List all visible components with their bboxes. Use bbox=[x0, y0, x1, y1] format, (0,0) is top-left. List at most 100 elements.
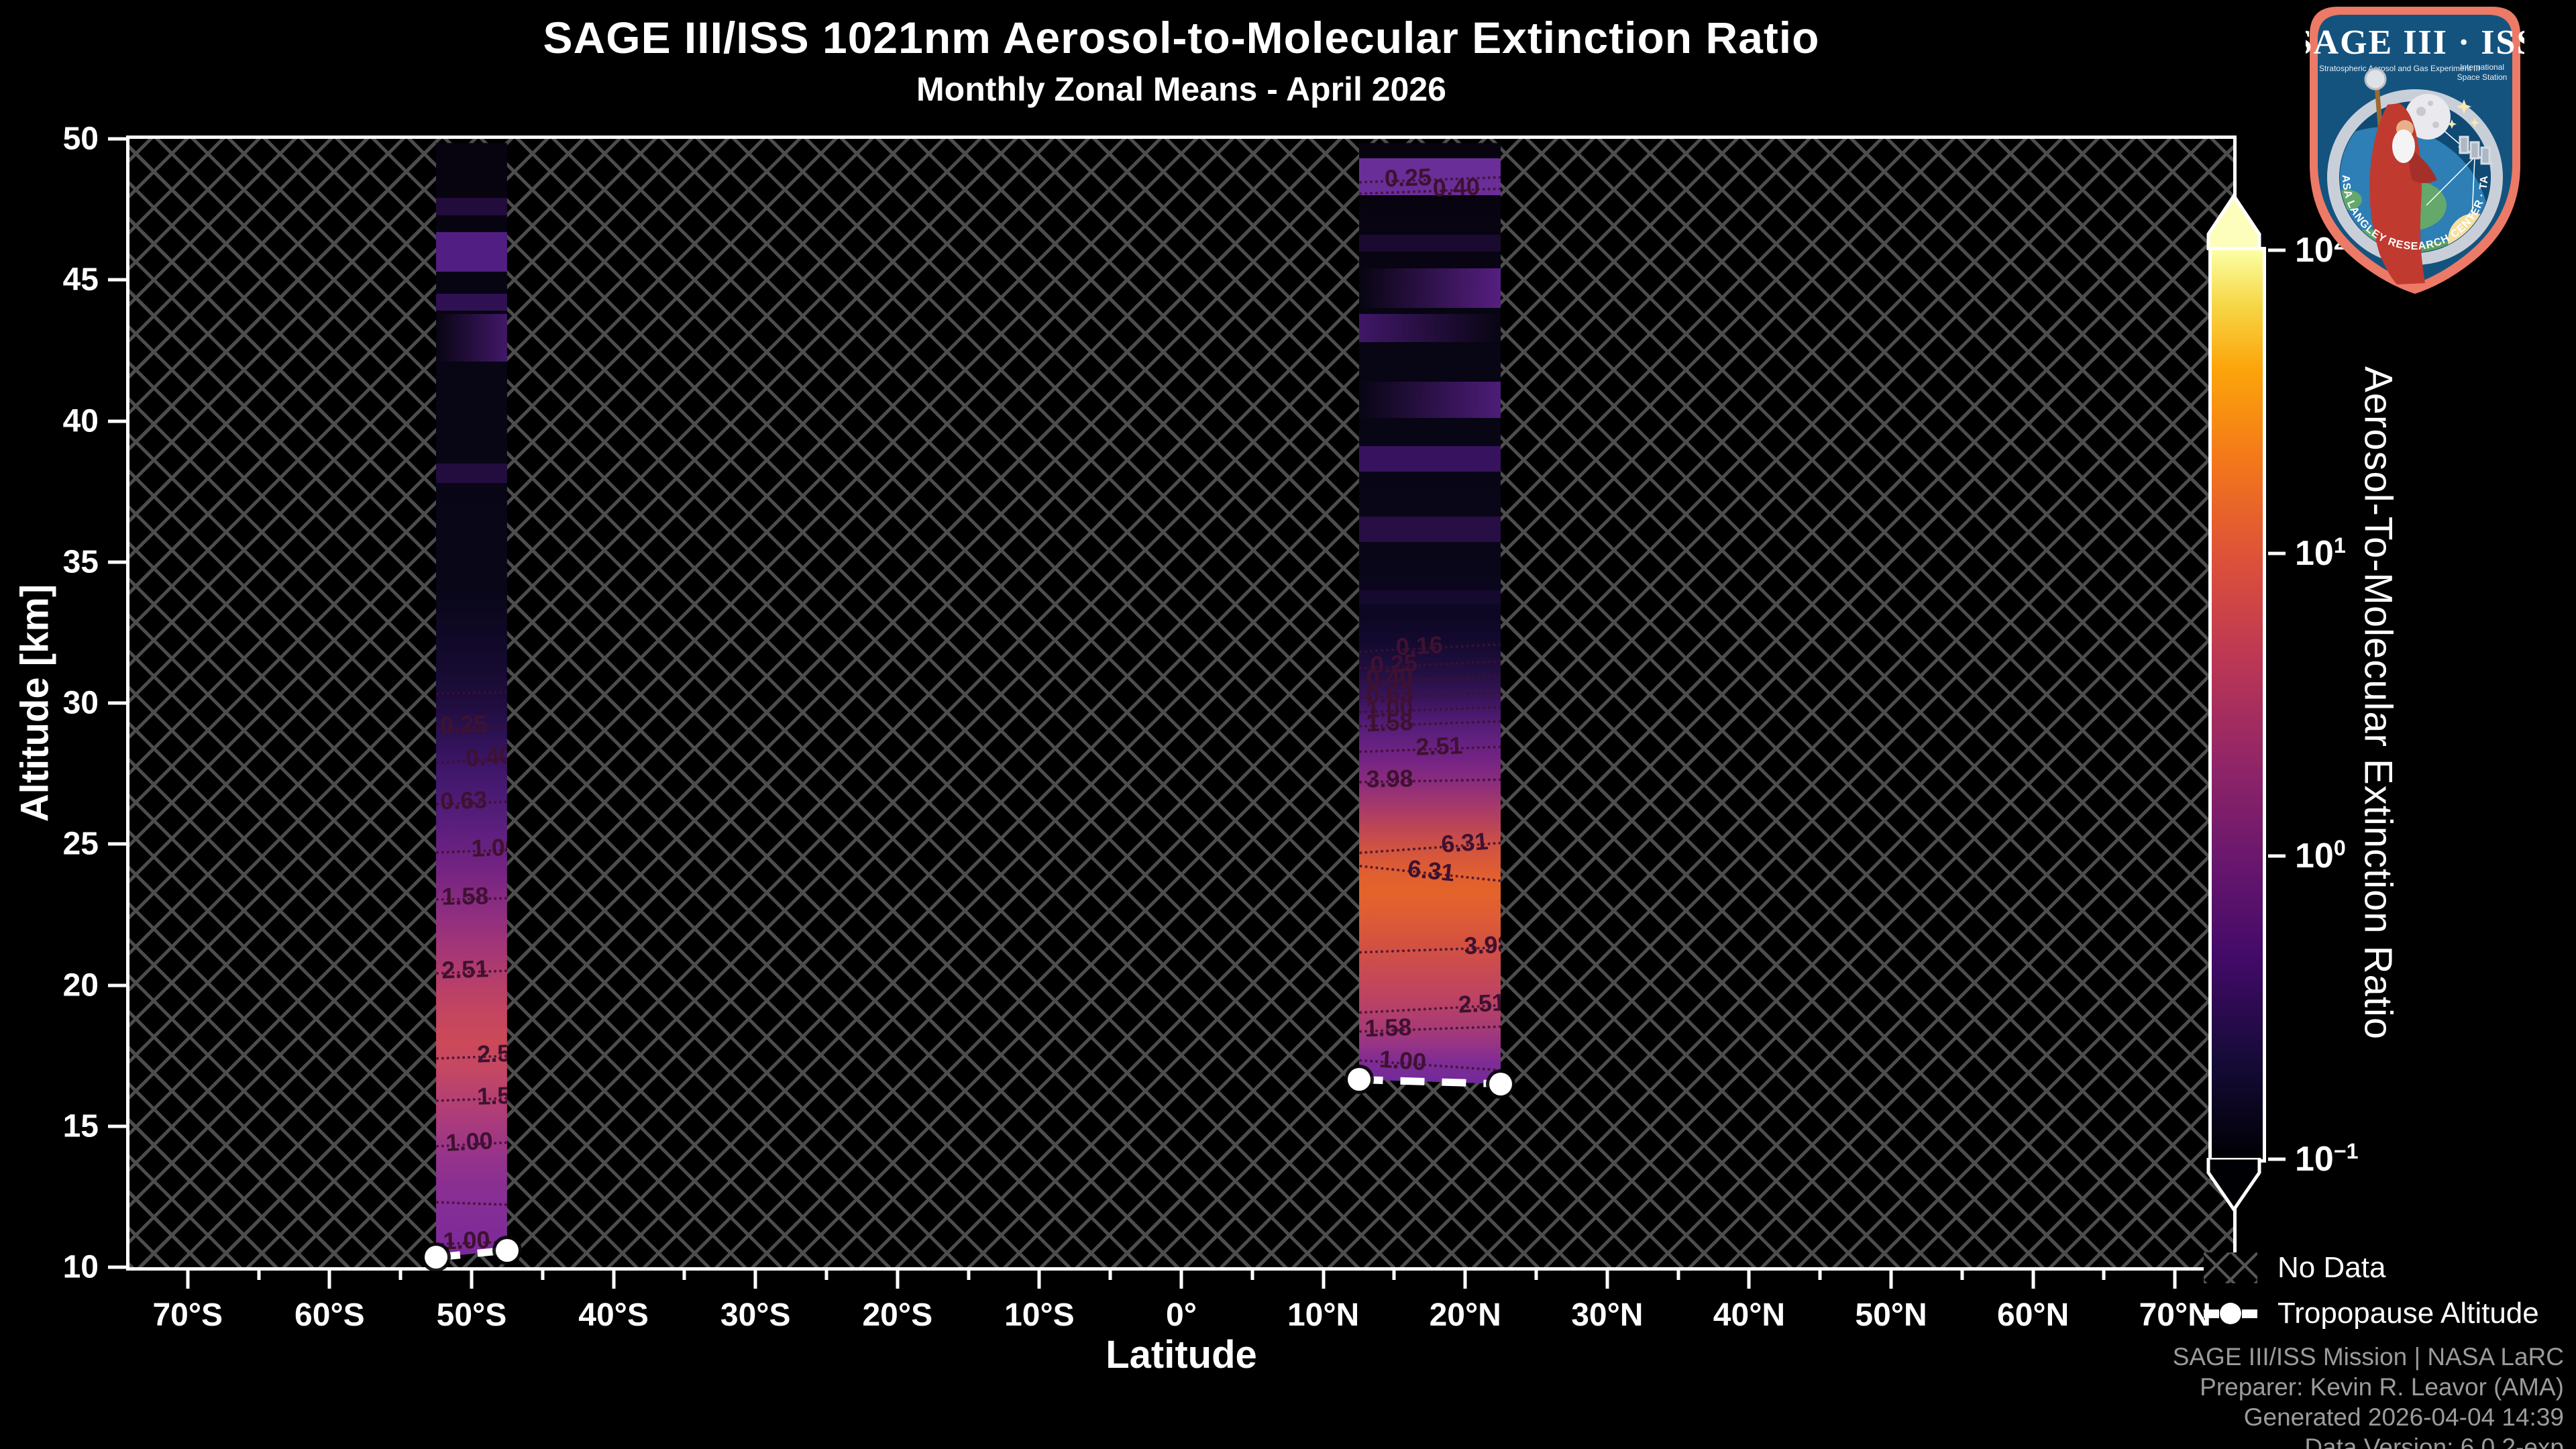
y-axis-label: Altitude [km] bbox=[13, 584, 57, 822]
x-minor-tick bbox=[2102, 1271, 2106, 1280]
x-tick-label: 60°N bbox=[1997, 1297, 2070, 1333]
x-tick-label: 30°S bbox=[720, 1297, 791, 1333]
y-major-tick bbox=[108, 701, 126, 705]
x-tick-label: 50°S bbox=[436, 1297, 507, 1333]
x-major-tick bbox=[2031, 1271, 2035, 1289]
x-tick-label: 20°S bbox=[862, 1297, 933, 1333]
legend-tropopause-row: Tropopause Altitude bbox=[2204, 1296, 2539, 1331]
data-column-south-50S: 0.25 0.40 0.63 1.00 1.58 2.51 2.51 1.58 1.00 1.00 bbox=[436, 143, 507, 1258]
x-minor-tick bbox=[682, 1271, 686, 1280]
x-minor-tick bbox=[1818, 1271, 1822, 1280]
x-major-tick bbox=[1605, 1271, 1609, 1289]
logo-stars bbox=[2447, 99, 2479, 129]
x-major-tick bbox=[1037, 1271, 1041, 1289]
colorbar-tick bbox=[2268, 551, 2286, 555]
y-tick-label: 25 bbox=[62, 826, 99, 862]
aerosol-band bbox=[1358, 268, 1501, 309]
aerosol-band bbox=[1358, 234, 1501, 252]
x-major-tick bbox=[327, 1271, 331, 1289]
y-major-tick bbox=[108, 560, 126, 564]
tropopause-marker-dot bbox=[1489, 1072, 1513, 1095]
y-major-tick bbox=[108, 137, 126, 141]
colorbar: 10210110010−1 bbox=[2208, 230, 2359, 1179]
y-major-tick bbox=[108, 278, 126, 282]
x-tick-label: 10°S bbox=[1004, 1297, 1075, 1333]
x-major-tick bbox=[1889, 1271, 1893, 1289]
tropopause-marker-icon bbox=[2204, 1298, 2257, 1329]
x-tick-label: 40°N bbox=[1713, 1297, 1786, 1333]
y-tick-label: 30 bbox=[62, 685, 99, 721]
colorbar-tick bbox=[2268, 1157, 2286, 1161]
logo-iss bbox=[2458, 136, 2493, 165]
page-title: SAGE III/ISS 1021nm Aerosol-to-Molecular… bbox=[543, 13, 1820, 62]
logo-subtitle-left: Stratospheric Aerosol and Gas Experiment… bbox=[2319, 64, 2480, 73]
y-major-tick bbox=[108, 419, 126, 423]
x-minor-tick bbox=[1108, 1271, 1112, 1280]
x-minor-tick bbox=[398, 1271, 402, 1280]
x-tick-label: 40°S bbox=[578, 1297, 649, 1333]
y-major-tick bbox=[108, 983, 126, 987]
credits-block: SAGE III/ISS Mission | NASA LaRC Prepare… bbox=[2173, 1342, 2564, 1449]
aerosol-band bbox=[1358, 517, 1501, 543]
aerosol-band bbox=[436, 231, 507, 272]
plot-area: 0.25 0.40 0.63 1.00 1.58 2.51 2.51 1.58 1.00 1.00… bbox=[63, 121, 2237, 1333]
aerosol-band bbox=[436, 294, 507, 311]
x-major-tick bbox=[470, 1271, 474, 1289]
x-minor-tick bbox=[1250, 1271, 1254, 1280]
aerosol-band bbox=[1358, 158, 1501, 196]
x-tick-label: 70°S bbox=[152, 1297, 223, 1333]
x-major-tick bbox=[2173, 1271, 2177, 1289]
aerosol-band bbox=[1358, 381, 1501, 419]
x-tick-label: 50°N bbox=[1855, 1297, 1927, 1333]
credit-mission: SAGE III/ISS Mission | NASA LaRC bbox=[2172, 1343, 2564, 1371]
colorbar-tick-label: 100 bbox=[2295, 836, 2346, 876]
aerosol-band bbox=[436, 463, 507, 483]
x-minor-tick bbox=[824, 1271, 828, 1280]
y-major-tick bbox=[108, 1124, 126, 1128]
x-major-tick bbox=[612, 1271, 616, 1289]
y-tick-label: 40 bbox=[62, 403, 99, 439]
y-tick-label: 35 bbox=[62, 544, 99, 580]
x-axis-label: Latitude bbox=[1106, 1333, 1257, 1377]
no-data-swatch-icon bbox=[2204, 1252, 2257, 1283]
logo-moon bbox=[2405, 94, 2451, 140]
tropopause-lines-layer bbox=[435, 1075, 1501, 1261]
credit-preparer: Preparer: Kevin R. Leavor (AMA) bbox=[2200, 1373, 2564, 1401]
colorbar-title: Aerosol-To-Molecular Extinction Ratio bbox=[2356, 366, 2400, 1040]
data-columns-layer: 0.25 0.40 0.63 1.00 1.58 2.51 2.51 1.58 1.00 1.00… bbox=[129, 139, 2233, 1267]
logo-subtitle-right-1: International bbox=[2460, 62, 2504, 72]
tropopause-marker-dot bbox=[425, 1246, 448, 1269]
tropopause-line bbox=[435, 1246, 508, 1261]
x-minor-tick bbox=[1534, 1271, 1538, 1280]
sage-iii-iss-mission-logo: SAGE III · ISS Stratospheric Aerosol and… bbox=[2306, 4, 2524, 294]
legend: No Data Tropopause Altitude bbox=[2204, 1250, 2539, 1331]
credit-data-version: Data Version: 6.0.2-exp bbox=[2304, 1434, 2564, 1449]
logo-subtitle-right-2: Space Station bbox=[2457, 72, 2508, 82]
x-minor-tick bbox=[257, 1271, 261, 1280]
aerosol-band bbox=[436, 313, 507, 362]
x-major-tick bbox=[896, 1271, 900, 1289]
x-tick-label: 60°S bbox=[294, 1297, 365, 1333]
logo-sage-figure bbox=[2364, 68, 2437, 284]
colorbar-tick-label: 10−1 bbox=[2295, 1138, 2359, 1179]
aerosol-band bbox=[1358, 313, 1501, 342]
credit-generated: Generated 2026-04-04 14:39 bbox=[2243, 1403, 2564, 1431]
y-tick-label: 45 bbox=[62, 262, 99, 298]
aerosol-band bbox=[1358, 590, 1501, 604]
colorbar-tick bbox=[2268, 248, 2286, 252]
colorbar-tick-label: 101 bbox=[2295, 533, 2346, 573]
x-minor-tick bbox=[1676, 1271, 1680, 1280]
y-tick-label: 10 bbox=[62, 1249, 99, 1285]
legend-tropopause-label: Tropopause Altitude bbox=[2277, 1297, 2539, 1330]
x-minor-tick bbox=[967, 1271, 971, 1280]
legend-no-data-label: No Data bbox=[2277, 1251, 2386, 1284]
aerosol-band bbox=[1358, 446, 1501, 472]
plot-inner: 0.25 0.40 0.63 1.00 1.58 2.51 2.51 1.58 1.00 1.00… bbox=[63, 121, 2233, 1333]
x-major-tick bbox=[186, 1271, 190, 1289]
x-tick-label: 10°N bbox=[1287, 1297, 1360, 1333]
x-major-tick bbox=[1322, 1271, 1326, 1289]
y-tick-label: 15 bbox=[62, 1108, 99, 1144]
colorbar-tick bbox=[2268, 854, 2286, 858]
tropopause-line bbox=[1358, 1075, 1501, 1088]
